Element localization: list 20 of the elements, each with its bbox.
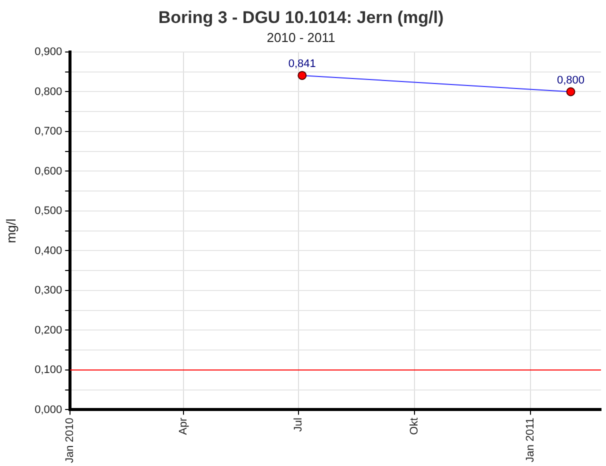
x-tick-label: Jan 2010 <box>64 418 76 464</box>
x-tick-label: Okt <box>408 418 420 435</box>
y-tick-label: 0,500 <box>34 205 62 218</box>
y-axis-title: mg/l <box>3 218 18 244</box>
y-tick-label: 0,600 <box>34 165 62 178</box>
chart-subtitle: 2010 - 2011 <box>266 30 336 45</box>
y-tick-label: 0,200 <box>34 324 62 336</box>
x-tick-label: Jul <box>292 418 304 432</box>
x-tick-label: Jan 2011 <box>524 418 536 462</box>
y-tick-label: 0,400 <box>34 244 62 257</box>
y-tick-label: 0,000 <box>34 404 62 416</box>
chart-title: Boring 3 - DGU 10.1014: Jern (mg/l) <box>158 8 444 27</box>
y-tick-label: 0,800 <box>34 86 62 98</box>
data-label: 0,841 <box>288 58 316 70</box>
y-tick-label: 0,100 <box>34 364 62 376</box>
y-tick-label: 0,300 <box>34 284 62 297</box>
y-tick-label: 0,900 <box>34 46 62 58</box>
x-tick-label: Apr <box>178 417 190 435</box>
y-tick-label: 0,700 <box>34 126 62 138</box>
data-label: 0,800 <box>556 74 584 86</box>
